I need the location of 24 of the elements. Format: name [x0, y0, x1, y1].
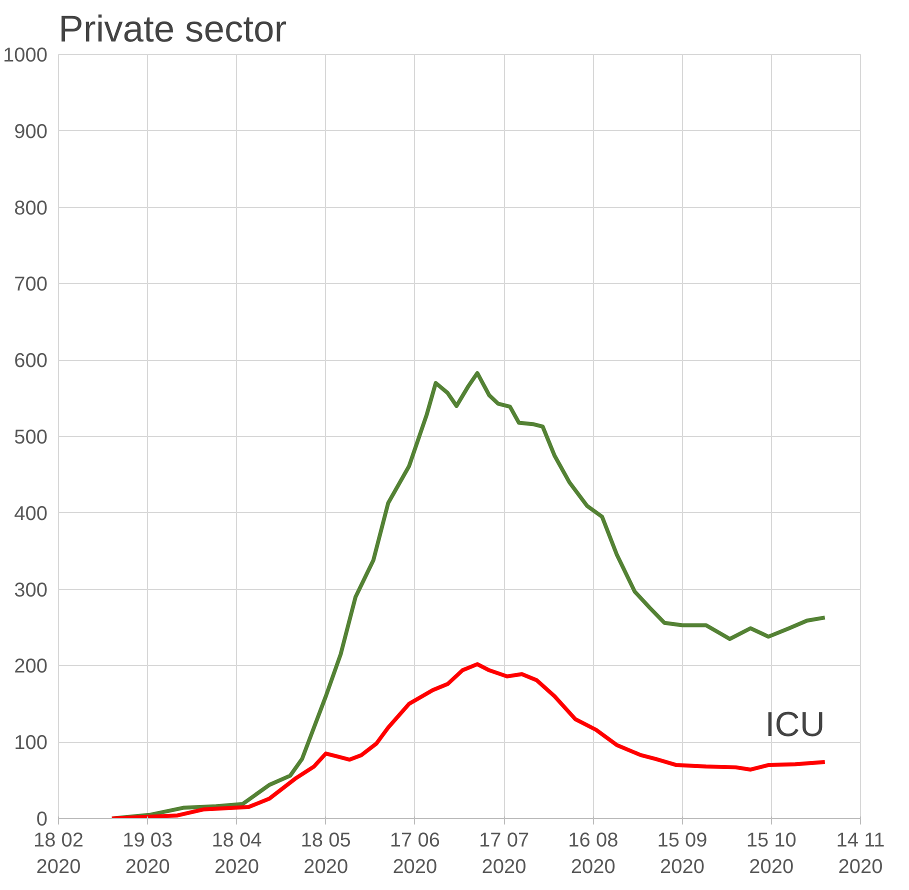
y-tick-label: 400 [14, 502, 48, 525]
x-tick-label: 14 11 2020 [836, 830, 885, 878]
chart-title: Private sector [58, 8, 287, 50]
x-tick-label: 15 09 2020 [657, 830, 708, 878]
x-tick-label: 17 07 2020 [479, 830, 530, 878]
y-tick-label: 300 [14, 579, 48, 602]
annotation: ICU [765, 706, 825, 744]
y-tick-label: 500 [14, 426, 48, 448]
y-tick-label: 600 [14, 350, 48, 372]
y-tick-label: 800 [14, 197, 48, 220]
y-tick-label: 900 [14, 120, 48, 143]
y-tick-label: 100 [14, 732, 48, 754]
y-tick-label: 700 [14, 274, 48, 296]
x-tick-label: 17 06 2020 [390, 830, 440, 878]
y-tick-label: 200 [14, 656, 48, 678]
x-tick-label: 16 08 2020 [568, 830, 618, 878]
line-series [110, 662, 827, 818]
x-tick-label: 18 05 2020 [300, 830, 351, 878]
y-tick-label: 0 [36, 808, 48, 830]
x-tick-label: 18 02 2020 [33, 830, 84, 878]
x-tick-label: 18 04 2020 [212, 830, 262, 878]
x-tick-label: 15 10 2020 [746, 830, 796, 878]
y-tick-label: 1000 [3, 44, 48, 66]
x-tick-label: 19 03 2020 [122, 830, 173, 878]
